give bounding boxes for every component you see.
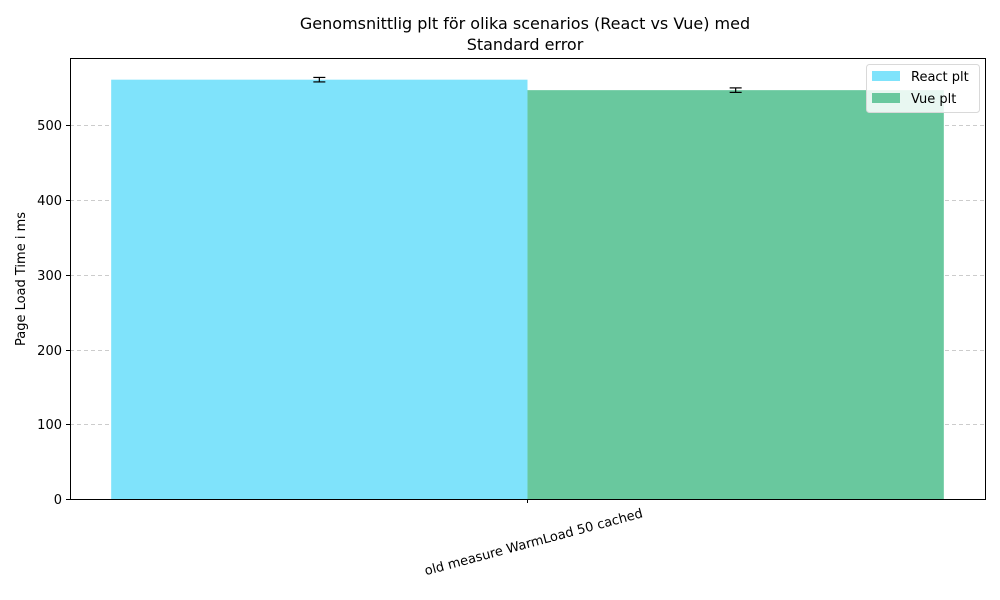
legend-swatch — [872, 93, 900, 103]
x-axis-ticks: old measure WarmLoad 50 cached — [423, 499, 645, 579]
y-tick-label: 100 — [37, 418, 62, 433]
y-tick-label: 400 — [37, 194, 62, 209]
legend-label: Vue plt — [911, 92, 956, 107]
chart-subtitle: Standard error — [467, 35, 584, 54]
y-tick-label: 0 — [54, 493, 62, 508]
bars-group — [111, 79, 944, 499]
y-tick-label: 300 — [37, 269, 62, 284]
y-tick-label: 200 — [37, 344, 62, 359]
bar-react-plt — [111, 79, 528, 499]
error-bars-group — [313, 76, 742, 93]
legend-label: React plt — [911, 70, 969, 85]
y-tick-label: 500 — [37, 119, 62, 134]
x-tick-label: old measure WarmLoad 50 cached — [423, 506, 645, 579]
legend: React plt Vue plt — [866, 64, 980, 113]
legend-swatch — [872, 71, 900, 81]
chart-title: Genomsnittlig plt för olika scenarios (R… — [300, 14, 750, 33]
y-axis-ticks: 0 100 200 300 400 500 — [37, 119, 70, 508]
y-axis-label: Page Load Time i ms — [14, 212, 29, 346]
bar-vue-plt — [527, 90, 944, 499]
